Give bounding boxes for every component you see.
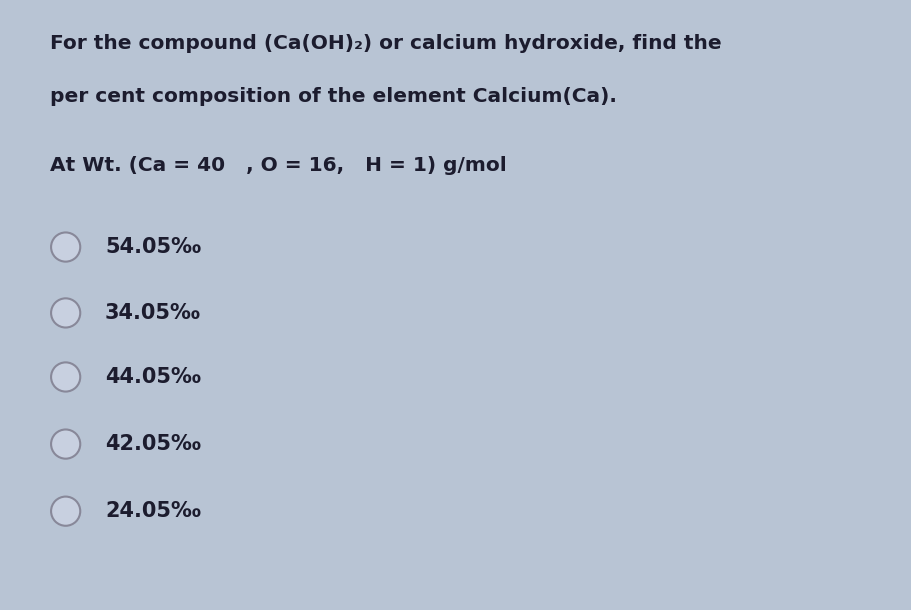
Ellipse shape [51, 232, 80, 262]
Text: 42.05‰: 42.05‰ [105, 434, 200, 454]
Text: At Wt. (Ca = 40   , O = 16,   H = 1) g/mol: At Wt. (Ca = 40 , O = 16, H = 1) g/mol [50, 156, 507, 174]
Text: 54.05‰: 54.05‰ [105, 237, 200, 257]
Ellipse shape [51, 362, 80, 392]
Text: For the compound (Ca(OH)₂) or calcium hydroxide, find the: For the compound (Ca(OH)₂) or calcium hy… [50, 34, 721, 52]
Text: 44.05‰: 44.05‰ [105, 367, 200, 387]
Ellipse shape [51, 298, 80, 328]
Text: 24.05‰: 24.05‰ [105, 501, 200, 521]
Text: per cent composition of the element Calcium(Ca).: per cent composition of the element Calc… [50, 87, 617, 106]
Text: 34.05‰: 34.05‰ [105, 303, 200, 323]
Ellipse shape [51, 429, 80, 459]
Ellipse shape [51, 497, 80, 526]
